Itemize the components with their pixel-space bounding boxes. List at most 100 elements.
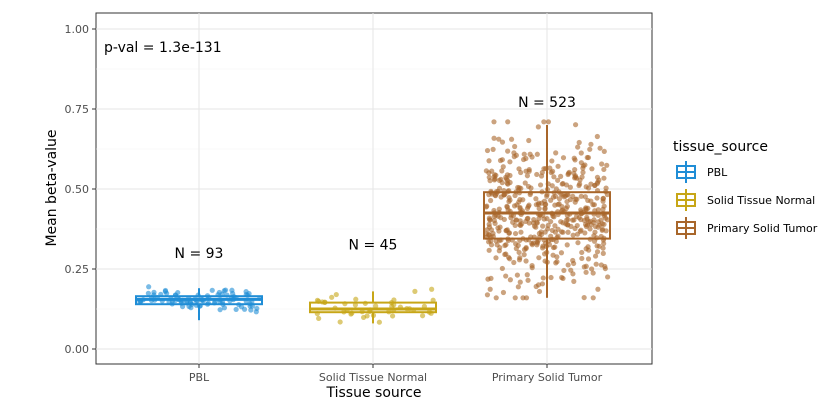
data-point <box>540 223 546 229</box>
data-point <box>558 250 565 256</box>
data-point <box>602 263 608 270</box>
data-point <box>549 158 555 164</box>
data-point <box>553 186 559 192</box>
data-point <box>565 222 571 228</box>
data-point <box>570 217 576 223</box>
data-point <box>552 244 558 250</box>
data-point <box>512 230 519 237</box>
data-point <box>564 203 570 210</box>
data-point <box>583 206 589 212</box>
data-point <box>222 287 229 293</box>
data-point <box>589 266 595 272</box>
data-point <box>516 199 522 205</box>
data-point <box>539 281 546 287</box>
data-point <box>503 174 509 180</box>
legend-label: Solid Tissue Normal <box>707 194 815 207</box>
series-primary-solid-tumor: N = 523 <box>483 95 611 301</box>
data-point <box>522 180 528 186</box>
data-point <box>552 202 558 208</box>
data-point <box>559 204 565 210</box>
data-point <box>515 284 521 290</box>
data-point <box>599 227 605 233</box>
data-point <box>580 169 586 175</box>
data-point <box>514 272 520 278</box>
data-point <box>583 263 589 269</box>
data-point <box>525 277 531 283</box>
data-point <box>576 139 582 146</box>
data-point <box>498 194 504 200</box>
data-point <box>209 287 215 293</box>
data-point <box>503 251 509 257</box>
data-point <box>429 286 435 292</box>
data-point <box>562 193 569 199</box>
data-point <box>560 229 566 235</box>
data-point <box>542 205 548 211</box>
data-point <box>571 278 577 284</box>
data-point <box>539 245 546 251</box>
x-tick-label: Primary Solid Tumor <box>492 371 603 384</box>
data-point <box>488 238 494 244</box>
data-point <box>376 319 382 325</box>
data-point <box>536 288 543 295</box>
y-tick-label: 0.75 <box>65 103 90 116</box>
data-point <box>486 158 492 164</box>
data-point <box>316 315 322 322</box>
data-point <box>559 181 565 187</box>
data-point <box>529 240 535 247</box>
data-point <box>563 182 570 188</box>
data-point <box>486 170 492 176</box>
y-tick-label: 0.00 <box>65 343 90 356</box>
data-point <box>550 194 557 200</box>
box <box>483 191 611 240</box>
data-point <box>389 313 396 319</box>
data-point <box>534 219 540 225</box>
data-point <box>504 204 510 210</box>
data-point <box>578 150 584 156</box>
data-point <box>233 306 239 313</box>
data-point <box>587 226 593 232</box>
data-point <box>568 267 574 273</box>
data-point <box>498 176 504 182</box>
data-point <box>590 270 596 276</box>
data-point <box>516 249 522 256</box>
data-point <box>576 215 582 221</box>
data-point <box>512 192 518 199</box>
data-point <box>558 173 564 179</box>
data-point <box>566 169 572 175</box>
data-point <box>567 184 573 190</box>
data-point <box>486 247 492 253</box>
data-point <box>597 145 603 151</box>
data-point <box>595 286 601 292</box>
data-point <box>549 183 555 189</box>
data-point <box>544 191 550 198</box>
data-point <box>430 297 436 303</box>
data-point <box>230 290 236 297</box>
data-point <box>592 223 598 230</box>
data-point <box>556 196 563 202</box>
data-point <box>511 259 517 266</box>
data-point <box>246 291 252 297</box>
data-point <box>188 305 194 311</box>
data-point <box>578 207 584 213</box>
data-point <box>493 255 499 261</box>
data-point <box>554 254 560 260</box>
data-point <box>542 201 548 208</box>
data-point <box>498 215 504 221</box>
data-point <box>570 232 576 238</box>
data-point <box>492 220 498 226</box>
legend-label: PBL <box>707 166 728 179</box>
data-point <box>534 151 540 157</box>
data-point <box>564 198 570 205</box>
data-point <box>513 241 519 247</box>
data-point <box>579 255 585 262</box>
legend-key-primary-solid-tumor <box>676 217 696 239</box>
data-point <box>510 219 516 225</box>
data-point <box>597 222 603 228</box>
data-point <box>545 226 551 232</box>
data-point <box>503 227 510 234</box>
data-point <box>146 284 152 290</box>
data-point <box>584 154 590 161</box>
data-point <box>488 275 494 281</box>
data-point <box>587 146 593 152</box>
